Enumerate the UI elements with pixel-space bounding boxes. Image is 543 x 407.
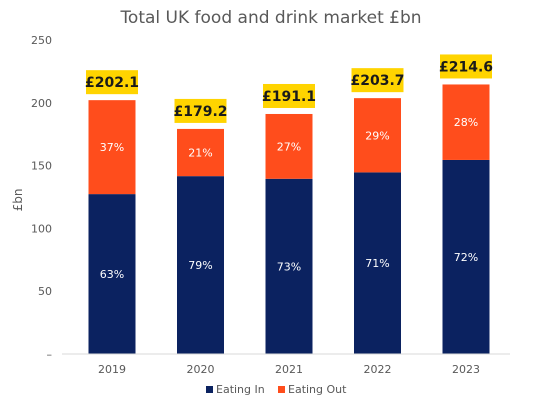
segment-label: 28% bbox=[454, 116, 478, 129]
x-tick-label: 2022 bbox=[364, 363, 392, 376]
segment-label: 37% bbox=[100, 141, 124, 154]
segment-label: 73% bbox=[277, 260, 301, 273]
y-tick-label: – bbox=[47, 348, 53, 361]
x-tick-label: 2020 bbox=[187, 363, 215, 376]
total-label: £203.7 bbox=[350, 73, 404, 89]
total-label-box bbox=[351, 68, 404, 93]
x-tick-label: 2021 bbox=[275, 363, 303, 376]
legend-label-eating-out: Eating Out bbox=[288, 383, 347, 396]
total-label-box bbox=[86, 70, 138, 95]
bar-eating-in bbox=[265, 178, 313, 354]
y-axis: – 50 100 150 200 250 bbox=[31, 34, 52, 361]
bar-eating-out bbox=[88, 100, 136, 195]
bar-eating-in bbox=[354, 172, 401, 354]
y-tick-label: 150 bbox=[31, 160, 52, 173]
bar-eating-out bbox=[442, 84, 490, 160]
segment-label: 21% bbox=[188, 147, 212, 160]
y-tick-label: 100 bbox=[31, 222, 52, 235]
legend-swatch-eating-in bbox=[206, 386, 213, 393]
bar-eating-in bbox=[442, 159, 490, 354]
segment-label: 27% bbox=[277, 140, 301, 153]
legend: Eating In Eating Out bbox=[206, 383, 347, 396]
bar-eating-in bbox=[88, 194, 136, 354]
x-tick-label: 2023 bbox=[452, 363, 480, 376]
y-tick-label: 200 bbox=[31, 97, 52, 110]
y-tick-label: 50 bbox=[38, 285, 52, 298]
x-tick-label: 2019 bbox=[98, 363, 126, 376]
bar-eating-out bbox=[265, 113, 313, 179]
bars: 63% 37% £202.1 79% 21% £179.2 73% 27% £191.1 71% 2… bbox=[85, 54, 493, 354]
total-label: £191.1 bbox=[262, 89, 316, 105]
total-label: £179.2 bbox=[173, 104, 227, 120]
total-label: £202.1 bbox=[85, 75, 139, 91]
legend-swatch-eating-out bbox=[278, 386, 285, 393]
segment-label: 79% bbox=[188, 259, 212, 272]
segment-label: 71% bbox=[365, 257, 389, 270]
legend-label-eating-in: Eating In bbox=[216, 383, 265, 396]
segment-label: 29% bbox=[365, 129, 389, 142]
x-axis: 2019 2020 2021 2022 2023 bbox=[62, 353, 510, 376]
bar-eating-out bbox=[354, 98, 401, 173]
chart-title: Total UK food and drink market £bn bbox=[119, 8, 421, 28]
y-axis-label: £bn bbox=[11, 189, 25, 212]
total-label-box bbox=[263, 83, 315, 108]
y-tick-label: 250 bbox=[31, 34, 52, 47]
total-label-box bbox=[440, 54, 492, 79]
bar-eating-out bbox=[177, 128, 224, 177]
total-label-box bbox=[174, 98, 227, 123]
total-label: £214.6 bbox=[439, 59, 493, 75]
segment-label: 63% bbox=[100, 268, 124, 281]
segment-label: 72% bbox=[454, 251, 478, 264]
bar-eating-in bbox=[177, 176, 224, 354]
